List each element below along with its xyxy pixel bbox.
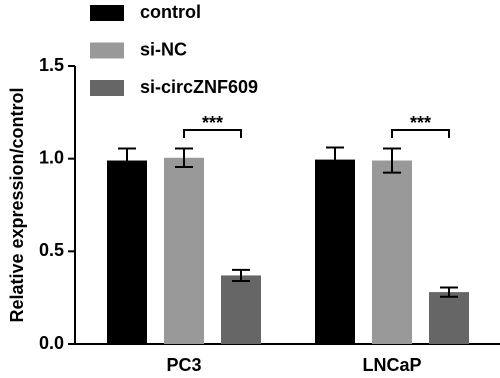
y-tick-label: 1.5	[39, 55, 64, 75]
significance-bracket	[183, 129, 242, 138]
y-axis-label: Relative expression/control	[7, 87, 27, 322]
y-tick-label: 1.0	[39, 147, 64, 167]
error-bar	[440, 286, 458, 298]
significance-label: ***	[410, 113, 431, 133]
error-bar	[232, 268, 250, 282]
error-bar	[383, 147, 401, 174]
legend-swatch	[90, 42, 124, 59]
bar	[107, 160, 147, 344]
error-bar	[118, 147, 136, 174]
x-tick-label: PC3	[166, 355, 201, 375]
bar	[315, 159, 355, 344]
significance-label: ***	[202, 113, 223, 133]
legend-label: control	[140, 2, 201, 22]
error-bar	[175, 147, 193, 169]
x-tick-label: LNCaP	[362, 355, 421, 375]
legend-label: si-NC	[140, 39, 187, 59]
y-tick-label: 0.0	[39, 333, 64, 353]
bar	[372, 160, 412, 344]
legend-swatch	[90, 80, 124, 96]
significance-bracket	[391, 129, 450, 138]
legend-swatch	[90, 5, 124, 21]
y-tick-label: 0.5	[39, 240, 64, 260]
bar	[429, 292, 469, 344]
error-bar	[326, 146, 344, 173]
bar	[221, 275, 261, 344]
legend-label: si-circZNF609	[140, 77, 258, 97]
bar	[164, 157, 204, 344]
